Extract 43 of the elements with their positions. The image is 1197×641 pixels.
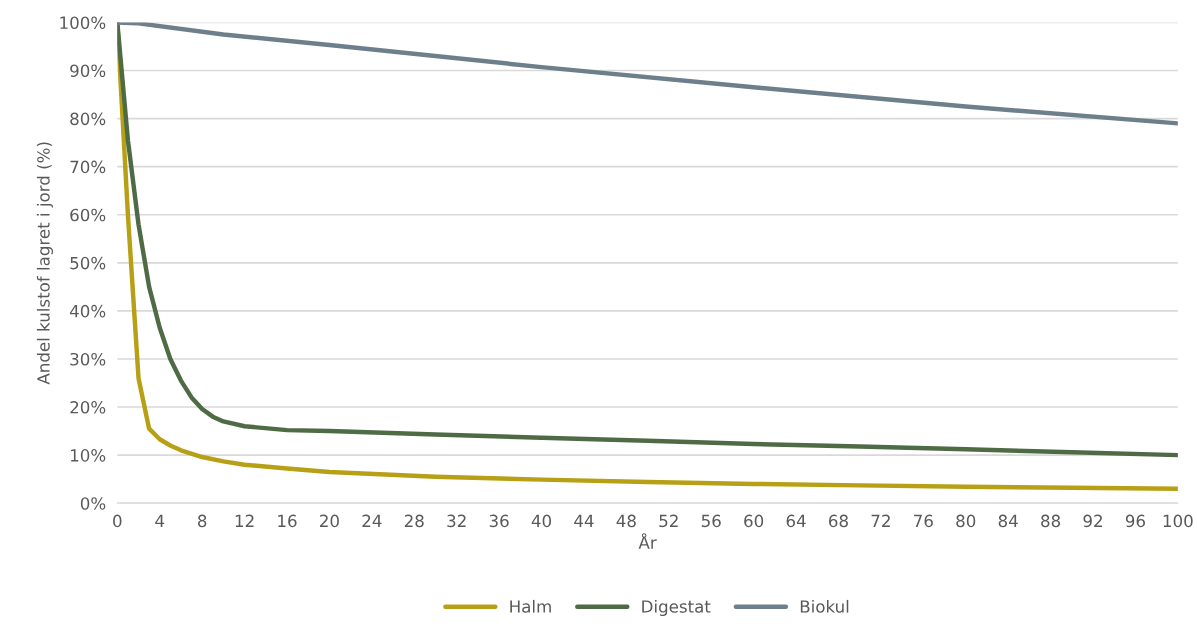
x-tick-label: 24: [362, 514, 382, 527]
x-tick-label: 44: [574, 514, 594, 527]
x-tick-label: 72: [871, 514, 890, 527]
x-tick-label: 100: [1163, 514, 1193, 528]
x-tick-label: 80: [956, 514, 976, 528]
x-tick-label: 12: [235, 514, 254, 527]
y-axis-title: Andel kulstof lagret i jord (%): [36, 142, 53, 385]
legend-label: Biokul: [800, 599, 849, 613]
x-tick-label: 76: [914, 514, 933, 528]
y-tick-label: 60%: [70, 208, 106, 222]
y-tick-label: 10%: [70, 449, 106, 462]
x-tick-label: 60: [744, 514, 764, 528]
x-tick-label: 96: [1125, 514, 1145, 528]
y-tick-label: 80%: [70, 112, 106, 126]
x-tick-label: 56: [701, 514, 721, 528]
y-tick-label: 50%: [70, 256, 106, 270]
legend-label: Halm: [510, 599, 551, 613]
y-tick-label: 20%: [70, 401, 106, 414]
x-tick-label: 0: [113, 514, 122, 528]
x-tick-label: 48: [616, 514, 636, 528]
line-series: [117, 22, 1178, 126]
y-tick-label: 30%: [70, 352, 106, 366]
x-tick-label: 20: [320, 514, 339, 528]
x-tick-label: 88: [1041, 514, 1061, 528]
legend-label: Digestat: [642, 599, 711, 617]
x-tick-label: 40: [531, 514, 552, 528]
x-tick-label: 8: [197, 514, 207, 528]
x-axis-title: År: [638, 533, 657, 549]
x-tick-label: 92: [1083, 514, 1102, 528]
x-tick-label: 64: [786, 514, 806, 528]
y-tick-label: 40%: [69, 304, 106, 318]
x-tick-label: 28: [404, 514, 424, 528]
x-tick-label: 4: [155, 514, 165, 527]
x-tick-label: 68: [829, 514, 848, 528]
x-tick-label: 36: [489, 514, 509, 528]
x-tick-label: 16: [278, 514, 297, 528]
y-tick-label: 70%: [70, 160, 106, 174]
y-tick-label: 100%: [60, 16, 106, 29]
x-tick-label: 84: [998, 514, 1018, 528]
y-tick-label: 0%: [80, 497, 106, 510]
x-tick-label: 32: [447, 514, 466, 528]
x-tick-label: 52: [659, 514, 678, 528]
y-tick-label: 90%: [70, 64, 106, 78]
